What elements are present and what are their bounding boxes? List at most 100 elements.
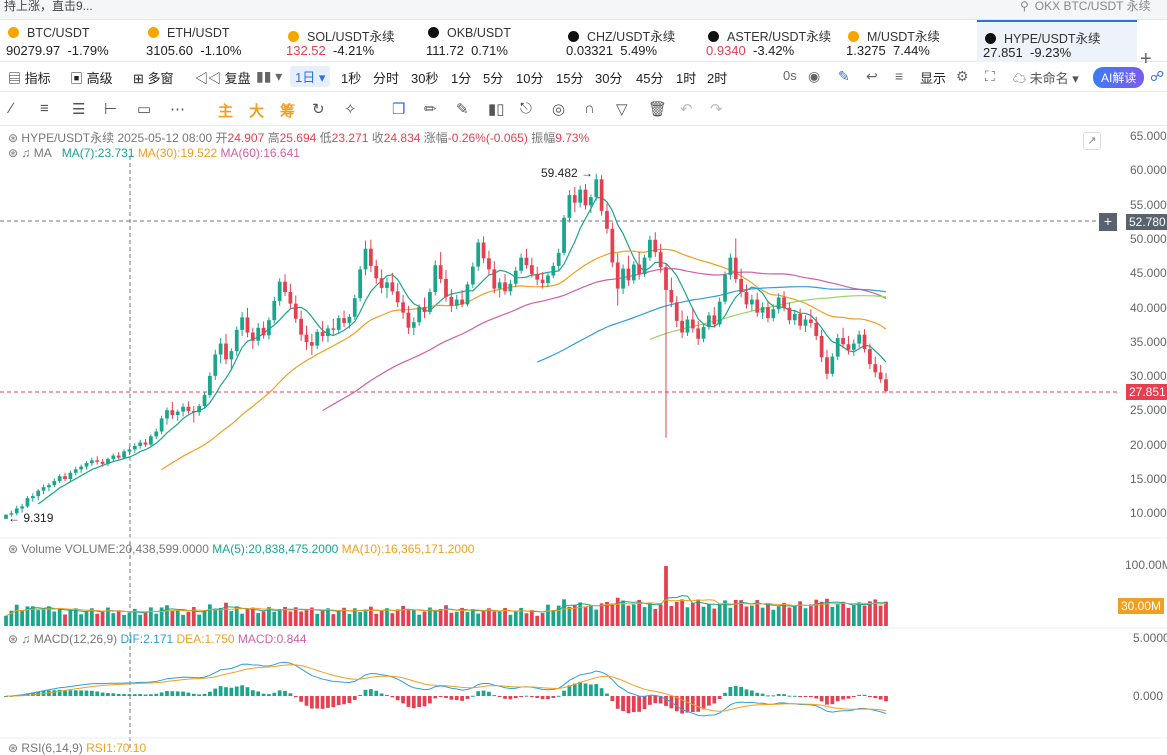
horizontal-ray-tool-icon[interactable]: ⊢ bbox=[104, 101, 118, 118]
add-alert-icon[interactable]: + bbox=[1099, 213, 1117, 231]
volume-ma-tag: 30.00M bbox=[1118, 598, 1165, 614]
news-ticker-text[interactable]: 持上涨，直击9... bbox=[4, 0, 93, 13]
filter-icon[interactable]: ▽ bbox=[616, 101, 628, 118]
collapse-icon[interactable]: ⊛ bbox=[8, 741, 19, 755]
candle-body bbox=[165, 410, 169, 419]
ticker-chzusdt[interactable]: CHZ/USDT永续 0.03321 5.49% bbox=[560, 20, 700, 62]
gear-icon[interactable]: ⚙ bbox=[956, 68, 969, 84]
big-order-tool[interactable]: 大 bbox=[249, 103, 265, 120]
collapse-icon[interactable]: ⊛ bbox=[8, 542, 19, 556]
eye-icon[interactable]: ◎ bbox=[552, 101, 566, 118]
main-chart-tool[interactable]: 主 bbox=[218, 103, 234, 120]
interval-2[interactable]: 30秒 bbox=[411, 71, 439, 86]
display-button[interactable]: 显示 bbox=[920, 71, 947, 86]
volume-bar bbox=[637, 599, 642, 626]
macd-histogram-bar bbox=[621, 696, 625, 711]
sync-tool-icon[interactable]: ↻ bbox=[312, 101, 325, 118]
bell-icon[interactable]: ♫ bbox=[21, 146, 31, 160]
chip-tool[interactable]: 筹 bbox=[280, 103, 296, 120]
advanced-button[interactable]: ▣ 高级 bbox=[70, 68, 113, 87]
trash-icon[interactable]: 🗑 bbox=[648, 101, 668, 118]
interval-9[interactable]: 1时 bbox=[676, 71, 697, 86]
candle-body bbox=[503, 282, 507, 292]
interval-8[interactable]: 45分 bbox=[636, 71, 664, 86]
candle-body bbox=[79, 466, 83, 470]
undo-icon[interactable]: ↶ bbox=[680, 101, 693, 118]
bars-pattern-icon[interactable]: ▮▯ bbox=[488, 101, 505, 118]
undo-arrow-icon[interactable]: ↩ bbox=[866, 68, 878, 84]
camera-icon[interactable]: ◉ bbox=[808, 68, 821, 84]
brush-icon[interactable]: ✎ bbox=[456, 101, 469, 118]
candle-body bbox=[401, 302, 405, 313]
fullscreen-icon[interactable]: ⛶ bbox=[985, 68, 995, 84]
chart-svg[interactable]: 59.482 → ← 9.319 bbox=[0, 126, 1167, 751]
legend-symbol: HYPE/USDT永续 bbox=[21, 131, 115, 145]
volume-bar bbox=[149, 607, 153, 626]
collapse-icon[interactable]: ⊛ bbox=[8, 632, 19, 646]
rectangle-tool-icon[interactable]: ▭ bbox=[137, 101, 152, 118]
ticker-musdt[interactable]: M/USDT永续 1.3275 7.44% bbox=[840, 20, 977, 62]
volume-bar bbox=[846, 607, 851, 626]
ticker-btcusdt[interactable]: BTC/USDT 90279.97 -1.79% bbox=[0, 20, 140, 62]
ticker-solusdt[interactable]: SOL/USDT永续 132.52 -4.21% bbox=[280, 20, 420, 62]
macd-histogram-bar bbox=[256, 691, 261, 696]
candle-body bbox=[363, 248, 368, 270]
horizontal-lines-tool-icon[interactable]: ≡ bbox=[40, 100, 49, 117]
lock-icon[interactable]: ⎋ bbox=[520, 100, 532, 117]
candle-body bbox=[106, 459, 110, 464]
volume-bar bbox=[84, 611, 89, 626]
settings-list-icon[interactable]: ≡ bbox=[895, 68, 904, 84]
ticker-asterusdt[interactable]: ASTER/USDT永续 0.9340 -3.42% bbox=[700, 20, 840, 62]
share-icon[interactable]: ☍ bbox=[1150, 68, 1165, 84]
expand-icon[interactable]: ↗ bbox=[1083, 132, 1101, 150]
indicators-button[interactable]: ▤ 指标 bbox=[8, 68, 51, 87]
redo-icon[interactable]: ↷ bbox=[710, 101, 723, 118]
trend-line-tool-icon[interactable]: ∕ bbox=[10, 100, 13, 117]
volume-bar bbox=[57, 608, 62, 626]
interval-10[interactable]: 2时 bbox=[707, 71, 728, 86]
more-tools-icon[interactable]: ⋯ bbox=[170, 101, 185, 118]
collapse-icon[interactable]: ⊛ bbox=[8, 146, 19, 160]
interval-3[interactable]: 1分 bbox=[451, 71, 472, 86]
candle-body bbox=[513, 270, 518, 284]
chart-type-button[interactable]: ▮▮ ▾ bbox=[256, 68, 283, 84]
interval-0[interactable]: 1秒 bbox=[341, 71, 362, 86]
macd-histogram-bar bbox=[540, 696, 545, 700]
interval-4[interactable]: 5分 bbox=[483, 71, 504, 86]
interval-1[interactable]: 分时 bbox=[373, 71, 400, 86]
macd-histogram-bar bbox=[132, 694, 137, 696]
multi-window-button[interactable]: ⊞ 多窗 bbox=[133, 68, 174, 87]
volume-bar bbox=[385, 608, 389, 626]
macd-histogram-bar bbox=[57, 689, 62, 696]
bell-icon[interactable]: ♫ bbox=[21, 632, 31, 646]
legend-open-label: 开 bbox=[215, 131, 228, 145]
volume-bar bbox=[723, 600, 727, 626]
ticker-ethusdt[interactable]: ETH/USDT 3105.60 -1.10% bbox=[140, 20, 280, 62]
interval-6[interactable]: 15分 bbox=[556, 71, 584, 86]
ticker-hypeusdt[interactable]: HYPE/USDT永续 27.851 -9.23% bbox=[977, 20, 1137, 62]
volume-bar bbox=[841, 601, 845, 626]
ai-interpret-button[interactable]: AI解读 bbox=[1093, 67, 1145, 88]
interval-selected[interactable]: 1日 ▾ bbox=[290, 66, 331, 87]
pencil-icon[interactable]: ✎ bbox=[838, 68, 850, 84]
ruler-icon[interactable]: ✏ bbox=[424, 101, 437, 118]
add-ticker-icon[interactable]: + bbox=[1140, 48, 1152, 70]
cloud-icon: ☁ bbox=[1013, 71, 1027, 86]
channel-tool-icon[interactable]: ☰ bbox=[72, 101, 86, 118]
candle-body bbox=[224, 343, 228, 360]
layers-icon[interactable]: ❐ bbox=[392, 101, 406, 118]
magnet-icon[interactable]: ∩ bbox=[584, 100, 595, 117]
candle-body bbox=[846, 344, 851, 350]
interval-5[interactable]: 10分 bbox=[516, 71, 544, 86]
global-search-input[interactable]: ⚲ OKX BTC/USDT 永续 bbox=[1020, 0, 1151, 14]
chart-area[interactable]: 59.482 → ← 9.319 ⊛ HYPE/USDT永续 2025-05-12… bbox=[0, 126, 1167, 755]
magic-tool-icon[interactable]: ✧ bbox=[344, 101, 357, 118]
ticker-okbusdt[interactable]: OKB/USDT 111.72 0.71% bbox=[420, 20, 560, 62]
candle-body bbox=[707, 315, 711, 328]
collapse-icon[interactable]: ⊛ bbox=[8, 131, 19, 145]
candle-body bbox=[674, 302, 679, 321]
layout-name-dropdown[interactable]: ☁ 未命名 ▾ bbox=[1013, 71, 1079, 86]
interval-7[interactable]: 30分 bbox=[595, 71, 623, 86]
high-price-marker: 59.482 → bbox=[541, 166, 593, 180]
replay-button[interactable]: ◁◁ 复盘 bbox=[195, 68, 251, 87]
